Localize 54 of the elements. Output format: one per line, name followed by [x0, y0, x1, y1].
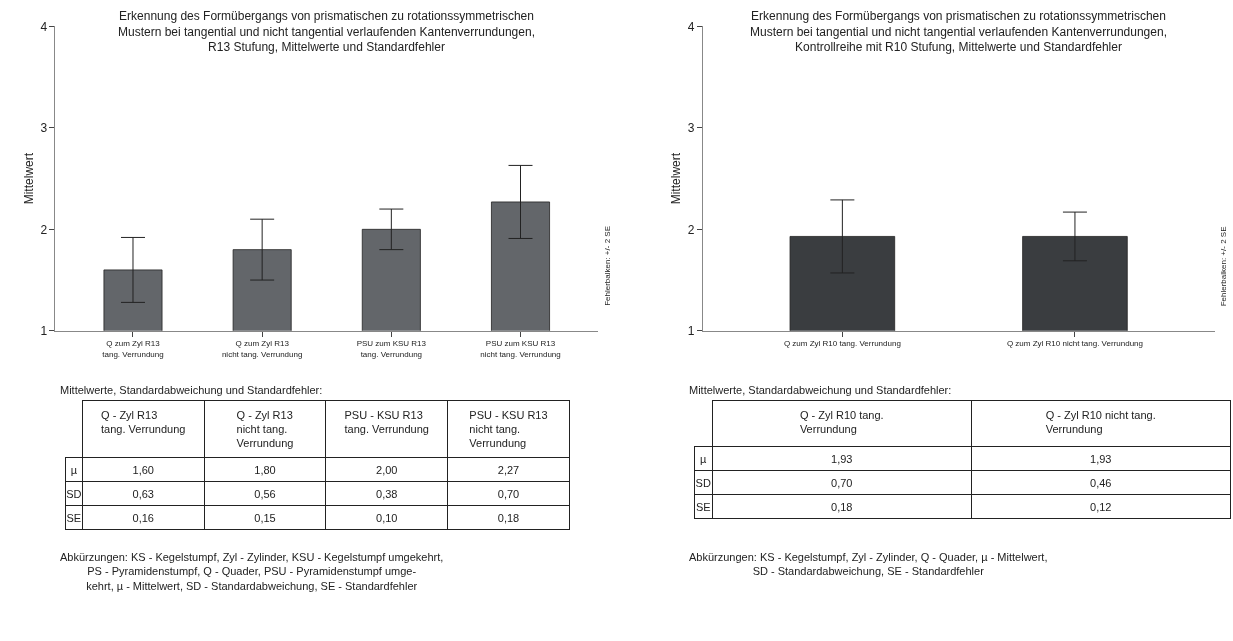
text: Mittelwerte, Standardabweichung und Standardfehler: [689, 384, 952, 396]
category-label: Q - Zyl R10 nicht tang. Verrundung [1045, 408, 1156, 436]
text: 0,63 [132, 487, 154, 500]
text: Mittelwerte, Standardabweichung und Standardfehler: [60, 384, 323, 396]
category-label: PSU - KSU R13 tang. Verrundung [344, 408, 429, 436]
category-label: Q - Zyl R10 tang. Verrundung [799, 408, 884, 436]
y-tick-label: 3 [40, 121, 48, 136]
x-tick-label: PSU zum KSU R13 tang. Verrundung [356, 339, 427, 359]
y-tick-label: 1 [40, 323, 48, 338]
category-label: Q - Zyl R13 nicht tang. Verrundung [236, 408, 294, 450]
text: 0,18 [831, 501, 853, 514]
y-tick-label: 4 [687, 19, 695, 34]
category-label: SD [66, 487, 82, 500]
text: 0,70 [497, 487, 520, 500]
text: Fehlerbalken: +/- 2 SE [602, 226, 612, 306]
text: Fehlerbalken: +/- 2 SE [1219, 226, 1229, 307]
chart-title: Erkennung des Formübergangs von prismatischen zu rotationssymmetrischen Mustern bei tangential und nicht tangential verlaufenden Kantenverrundungen, R13 Stufung, Mittelwerte und Standardfehler [118, 9, 535, 55]
y-tick-label: 4 [40, 19, 48, 34]
y-axis-title: Mittelwert [669, 152, 684, 205]
text: 2,00 [376, 463, 398, 476]
x-tick-label: Q zum Zyl R13 tang. Verrundung [102, 339, 164, 359]
chart-title: Erkennung des Formübergangs von prismatischen zu rotationssymmetrischen Mustern bei tangential und nicht tangential verlaufenden Kantenverrundungen, Kontrollreihe mit R10 Stufung, Mittelwerte und Standardfehler [750, 9, 1167, 55]
y-tick-label: 2 [687, 222, 695, 237]
y-tick-label: 1 [687, 323, 695, 338]
text: 0,10 [376, 511, 398, 524]
category-label: µ [700, 453, 707, 466]
y-axis-title: Mittelwert [21, 152, 36, 205]
text: Abkürzungen: KS - Kegelstumpf, Zyl - Zylinder, Q - Quader, µ - Mittelwert, SD - Standardabweichung, SE - Standardfehler [689, 551, 1048, 578]
text: 0,12 [1090, 501, 1112, 514]
text: 0,16 [132, 511, 154, 524]
text: 0,56 [254, 487, 276, 500]
text: 0,70 [831, 477, 853, 490]
category-label: SD [695, 477, 711, 490]
x-tick-label: Q zum Zyl R10 nicht tang. Verrundung [1006, 339, 1143, 349]
text: 1,93 [1090, 453, 1112, 466]
text: Abkürzungen: KS - Kegelstumpf, Zyl - Zylinder, KSU - Kegelstumpf umgekehrt, PS - Pyramidenstumpf, Q - Quader, PSU - Pyramidenstumpf umge- kehrt, µ - Mittelwert, SD - Standardabweichung, SE - Standardfehler [60, 551, 444, 592]
category-label: Q - Zyl R13 tang. Verrundung [101, 408, 186, 436]
text: 0,18 [497, 511, 520, 524]
category-label: SE [695, 501, 711, 514]
x-tick-label: PSU zum KSU R13 nicht tang. Verrundung [480, 339, 561, 359]
text: 0,15 [254, 511, 276, 524]
category-label: SE [66, 511, 82, 524]
text: 1,80 [254, 463, 276, 476]
text: 0,46 [1090, 477, 1112, 490]
text: 1,93 [831, 453, 853, 466]
x-tick-label: Q zum Zyl R13 nicht tang. Verrundung [221, 339, 303, 359]
category-label: PSU - KSU R13 nicht tang. Verrundung [469, 408, 548, 450]
y-tick-label: 3 [687, 121, 695, 136]
x-tick-label: Q zum Zyl R10 tang. Verrundung [783, 339, 901, 349]
text: 0,38 [376, 487, 398, 500]
y-tick-label: 2 [40, 222, 48, 237]
category-label: µ [70, 463, 78, 476]
text: 2,27 [497, 463, 520, 476]
text: 1,60 [132, 463, 154, 476]
